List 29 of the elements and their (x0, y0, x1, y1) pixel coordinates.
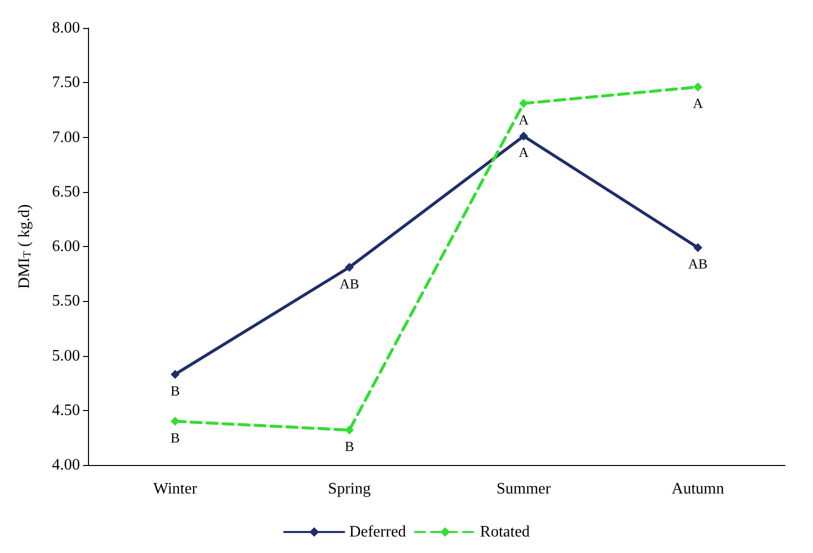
y-tick-label: 8.00 (52, 20, 80, 36)
data-label: A (518, 113, 530, 128)
point (344, 262, 354, 272)
point (693, 243, 702, 252)
y-tick-label: 4.00 (52, 456, 80, 474)
point (693, 82, 702, 92)
legend-label: Rotated (480, 524, 530, 540)
data-label: A (692, 96, 704, 112)
point (519, 132, 528, 141)
data-label: B (344, 440, 354, 456)
point (170, 370, 180, 379)
y-tick-label: 5.00 (52, 347, 80, 364)
data-label: AB (340, 277, 360, 292)
y-axis-title: DMIT ( kg.d) (16, 204, 34, 289)
x-tick-label: Winter (153, 480, 198, 498)
data-label: B (170, 384, 180, 400)
x-tick-label: Spring (328, 480, 371, 498)
legend-label: Deferred (349, 524, 406, 540)
y-tick-label: 4.50 (52, 402, 80, 419)
y-tick-label: 7.00 (52, 128, 80, 146)
x-tick-label: Autumn (672, 480, 724, 498)
y-tick-label: 5.50 (52, 292, 80, 310)
x-tick-label: Summer (496, 480, 552, 498)
data-label: A (518, 146, 530, 162)
data-label: B (170, 431, 180, 446)
y-tick-label: 6.00 (52, 238, 80, 255)
y-tick-label: 6.50 (52, 183, 80, 200)
data-label: AB (688, 258, 708, 273)
y-tick-label: 7.50 (52, 74, 80, 92)
